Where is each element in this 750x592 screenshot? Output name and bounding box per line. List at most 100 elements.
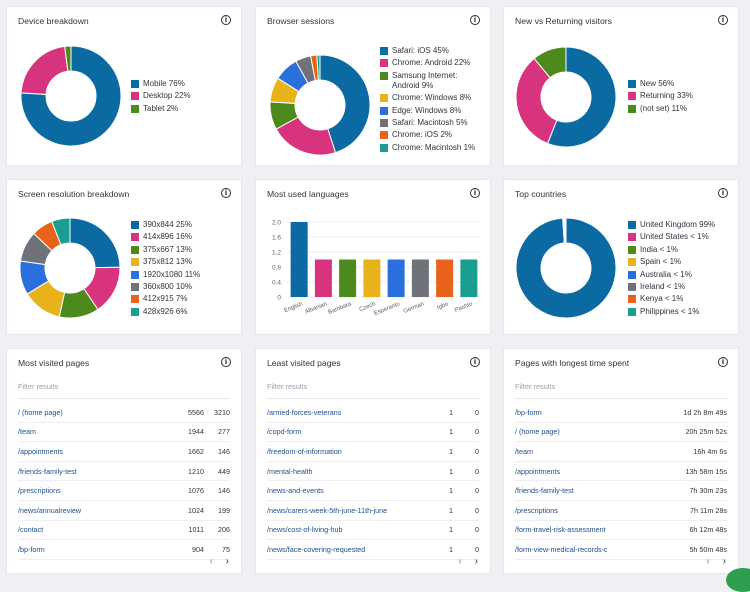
info-icon[interactable]: i bbox=[221, 188, 231, 198]
legend-item[interactable]: Kenya < 1% bbox=[628, 294, 715, 304]
longest-time-pages-card: Pages with longest time spent i Filter r… bbox=[503, 348, 739, 574]
legend-item[interactable]: 360x800 10% bbox=[131, 282, 200, 292]
legend-item[interactable]: 414x896 16% bbox=[131, 232, 200, 242]
info-icon[interactable]: i bbox=[470, 357, 480, 367]
info-icon[interactable]: i bbox=[718, 15, 728, 25]
bar[interactable] bbox=[291, 222, 308, 297]
page-link[interactable]: /freedom-of-information bbox=[267, 447, 413, 456]
page-link[interactable]: /news/face-covering-requested bbox=[267, 545, 413, 554]
legend-item[interactable]: Chrome: Windows 8% bbox=[380, 93, 486, 103]
legend-item[interactable]: United States < 1% bbox=[628, 232, 715, 242]
legend-item[interactable]: 375x667 13% bbox=[131, 245, 200, 255]
legend-swatch bbox=[131, 271, 139, 279]
page-link[interactable]: /bp-form bbox=[18, 545, 164, 554]
legend-item[interactable]: Safari: iOS 45% bbox=[380, 46, 486, 56]
legend-item[interactable]: Samsung Internet: Android 9% bbox=[380, 71, 486, 91]
page-link[interactable]: /news-and-events bbox=[267, 486, 413, 495]
info-icon[interactable]: i bbox=[221, 357, 231, 367]
donut-slice[interactable] bbox=[70, 218, 120, 268]
page-link[interactable]: /contact bbox=[18, 525, 164, 534]
y-tick-label: 1.2 bbox=[272, 250, 281, 257]
info-icon[interactable]: i bbox=[718, 188, 728, 198]
legend-item[interactable]: 375x812 13% bbox=[131, 257, 200, 267]
legend-item[interactable]: 1920x1080 11% bbox=[131, 270, 200, 280]
page-link[interactable]: /copd-form bbox=[267, 427, 413, 436]
filter-input[interactable]: Filter results bbox=[515, 382, 727, 399]
bar[interactable] bbox=[412, 260, 429, 298]
legend-item[interactable]: Chrome: Macintosh 1% bbox=[380, 143, 486, 153]
bar[interactable] bbox=[460, 260, 477, 298]
page-link[interactable]: /bp-form bbox=[515, 408, 607, 417]
legend-item[interactable]: India < 1% bbox=[628, 245, 715, 255]
donut-slice[interactable] bbox=[21, 46, 68, 94]
page-views-count: 904 bbox=[164, 545, 204, 554]
page-link[interactable]: /friends-family-test bbox=[18, 467, 164, 476]
bar[interactable] bbox=[436, 260, 453, 298]
page-link[interactable]: /mental-health bbox=[267, 467, 413, 476]
page-link[interactable]: /prescriptions bbox=[18, 486, 164, 495]
prev-page-button[interactable]: ‹ bbox=[707, 556, 710, 567]
page-views-count: 1024 bbox=[164, 506, 204, 515]
legend-item[interactable]: 390x844 25% bbox=[131, 220, 200, 230]
info-icon[interactable]: i bbox=[470, 15, 480, 25]
legend-swatch bbox=[380, 144, 388, 152]
legend-item[interactable]: United Kingdom 99% bbox=[628, 220, 715, 230]
page-link[interactable]: /news/cost-of-living-hub bbox=[267, 525, 413, 534]
prev-page-button[interactable]: ‹ bbox=[459, 556, 462, 567]
page-link[interactable]: /news/annualreview bbox=[18, 506, 164, 515]
page-link[interactable]: /team bbox=[18, 427, 164, 436]
page-link[interactable]: /form-view-medical-records-online bbox=[515, 545, 607, 554]
legend-item[interactable]: Chrome: Android 22% bbox=[380, 58, 486, 68]
page-views-count: 1210 bbox=[164, 467, 204, 476]
x-tick-label: English bbox=[283, 301, 304, 314]
unique-views-count: 0 bbox=[453, 525, 479, 534]
page-link[interactable]: /appointments bbox=[515, 467, 607, 476]
page-link[interactable]: / (home page) bbox=[18, 408, 164, 417]
bar[interactable] bbox=[315, 260, 332, 298]
legend-item[interactable]: Philippines < 1% bbox=[628, 307, 715, 317]
legend-item[interactable]: (not set) 11% bbox=[628, 104, 693, 114]
next-page-button[interactable]: › bbox=[475, 556, 478, 567]
legend-item[interactable]: Australia < 1% bbox=[628, 270, 715, 280]
page-views-count: 1 bbox=[413, 447, 453, 456]
legend-item[interactable]: 412x915 7% bbox=[131, 294, 200, 304]
page-link[interactable]: /prescriptions bbox=[515, 506, 607, 515]
legend-item[interactable]: Chrome: iOS 2% bbox=[380, 130, 486, 140]
legend-item[interactable]: Returning 33% bbox=[628, 91, 693, 101]
page-link[interactable]: /armed-forces-veterans bbox=[267, 408, 413, 417]
legend-item[interactable]: New 56% bbox=[628, 79, 693, 89]
legend-item[interactable]: Tablet 2% bbox=[131, 104, 191, 114]
info-icon[interactable]: i bbox=[221, 15, 231, 25]
page-link[interactable]: /team bbox=[515, 447, 607, 456]
filter-input[interactable]: Filter results bbox=[267, 382, 479, 399]
y-tick-label: 0 bbox=[277, 295, 281, 302]
page-link[interactable]: /friends-family-test bbox=[515, 486, 607, 495]
legend-item[interactable]: Mobile 76% bbox=[131, 79, 191, 89]
info-icon[interactable]: i bbox=[718, 357, 728, 367]
page-link[interactable]: / (home page) bbox=[515, 427, 607, 436]
info-icon[interactable]: i bbox=[470, 188, 480, 198]
bar[interactable] bbox=[339, 260, 356, 298]
page-link[interactable]: /news/carers-week-5th-june-11th-june bbox=[267, 506, 413, 515]
bar[interactable] bbox=[363, 260, 380, 298]
bar[interactable] bbox=[388, 260, 405, 298]
next-page-button[interactable]: › bbox=[723, 556, 726, 567]
legend-item[interactable]: 428x926 6% bbox=[131, 307, 200, 317]
legend-item[interactable]: Edge: Windows 8% bbox=[380, 106, 486, 116]
prev-page-button[interactable]: ‹ bbox=[210, 556, 213, 567]
page-link[interactable]: /form-travel-risk-assessment bbox=[515, 525, 607, 534]
filter-input[interactable]: Filter results bbox=[18, 382, 230, 399]
page-link[interactable]: /appointments bbox=[18, 447, 164, 456]
chat-widget-button[interactable] bbox=[726, 568, 750, 592]
next-page-button[interactable]: › bbox=[226, 556, 229, 567]
legend-item[interactable]: Desktop 22% bbox=[131, 91, 191, 101]
legend-item[interactable]: Ireland < 1% bbox=[628, 282, 715, 292]
legend-item[interactable]: Safari: Macintosh 5% bbox=[380, 118, 486, 128]
legend-item[interactable]: Spain < 1% bbox=[628, 257, 715, 267]
time-spent-value: 13h 58m 15s bbox=[607, 467, 727, 476]
legend-swatch bbox=[131, 283, 139, 291]
